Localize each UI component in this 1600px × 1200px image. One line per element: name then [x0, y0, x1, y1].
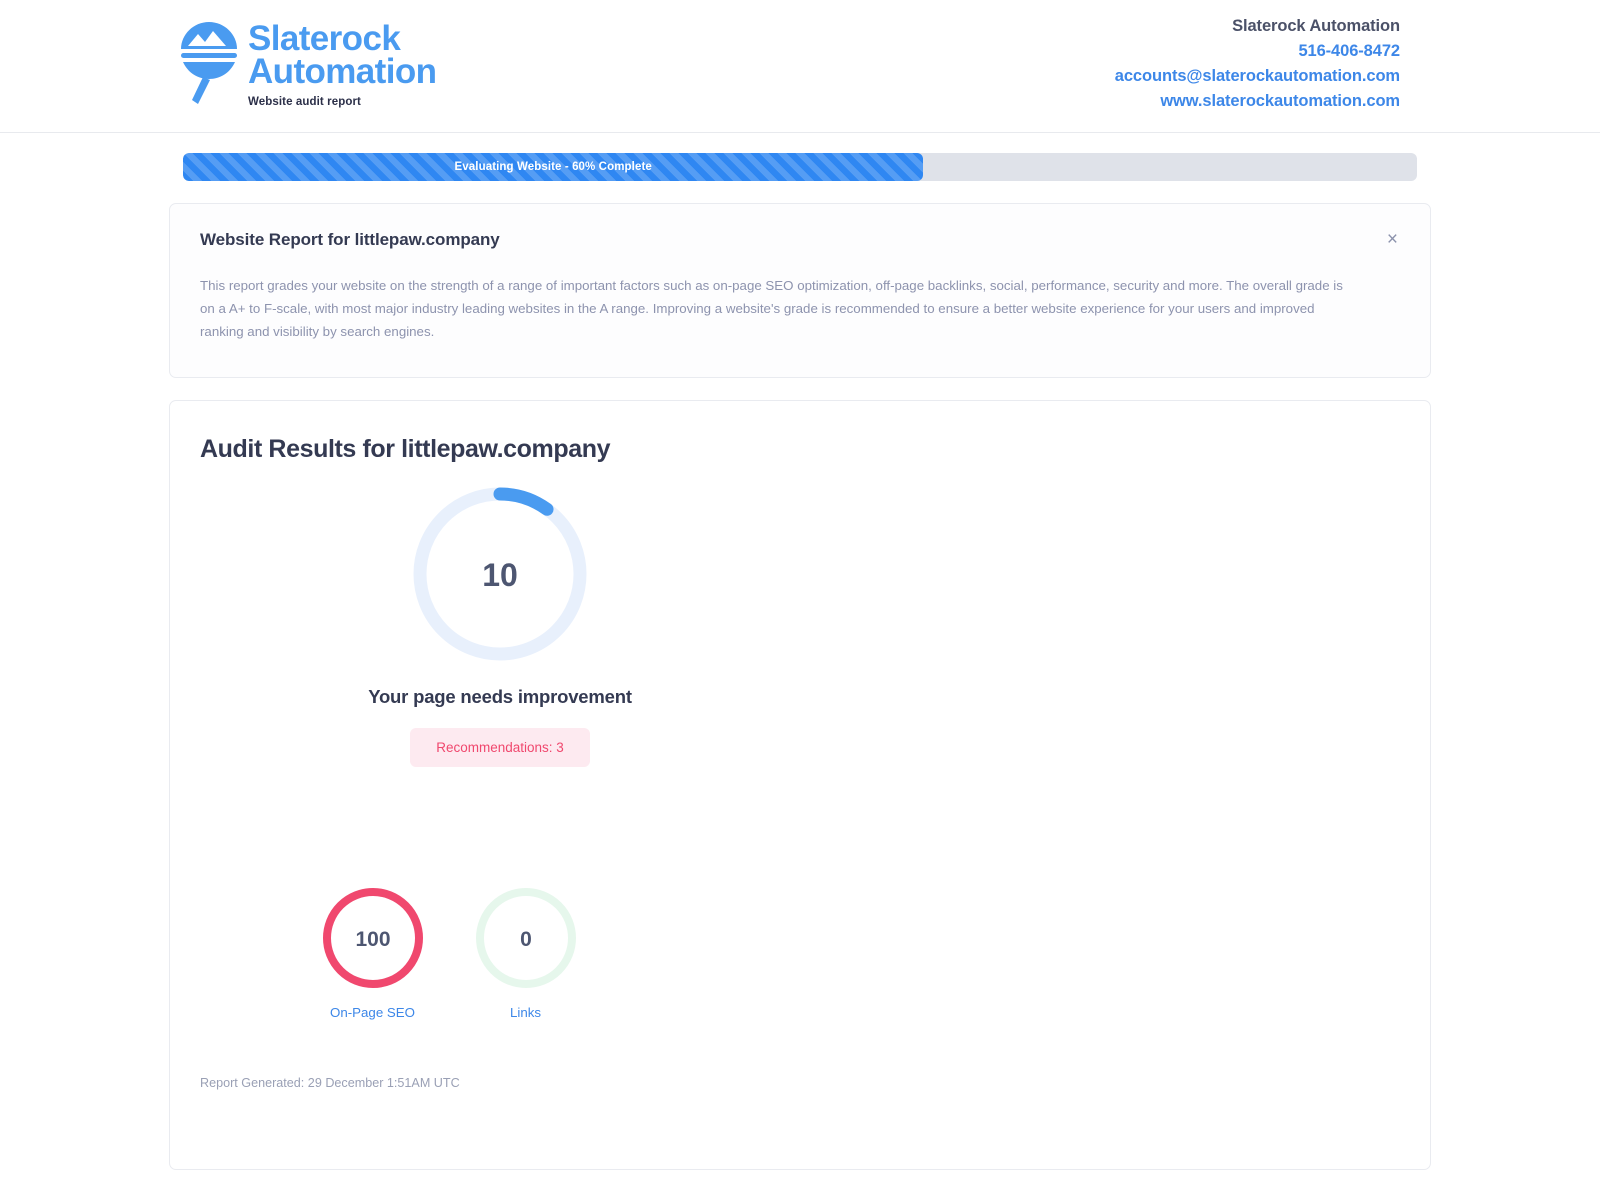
overall-score-gauge: 10 — [413, 487, 587, 661]
contact-website-link[interactable]: www.slaterockautomation.com — [1160, 92, 1400, 110]
audit-results-card: Audit Results for littlepaw.company 10 Y… — [169, 400, 1431, 1170]
recommendations-badge: Recommendations: 3 — [410, 728, 590, 767]
report-generated-timestamp: Report Generated: 29 December 1:51AM UTC — [200, 1076, 460, 1090]
contact-company-name: Slaterock Automation — [1232, 17, 1400, 35]
overall-score-gauge-group: 10 Your page needs improvement Recommend… — [200, 486, 800, 767]
overall-score-value: 10 — [482, 557, 518, 593]
evaluation-progress-fill: Evaluating Website - 60% Complete — [183, 153, 924, 181]
brand-logo[interactable]: Slaterock Automation Website audit repor… — [176, 18, 437, 108]
evaluation-progress-track: Evaluating Website - 60% Complete — [183, 153, 1417, 181]
brand-line-1: Slaterock — [248, 19, 401, 58]
magnifier-mountain-icon — [176, 18, 242, 106]
website-report-title: Website Report for littlepaw.company — [200, 230, 500, 249]
contact-email-link[interactable]: accounts@slaterockautomation.com — [1114, 67, 1400, 85]
links-gauge: 0 — [475, 888, 576, 988]
site-header: Slaterock Automation Website audit repor… — [0, 0, 1600, 133]
on-page-seo-label[interactable]: On-Page SEO — [330, 1005, 415, 1020]
header-contact-block: Slaterock Automation 516-406-8472 accoun… — [1115, 14, 1400, 114]
audit-verdict-text: Your page needs improvement — [368, 686, 632, 707]
on-page-seo-gauge: 100 — [322, 888, 423, 988]
links-value: 0 — [520, 928, 532, 951]
on-page-seo-value: 100 — [355, 928, 390, 951]
website-report-card: Website Report for littlepaw.company × T… — [169, 203, 1431, 378]
metric-links[interactable]: 0 Links — [449, 885, 602, 1020]
links-label[interactable]: Links — [509, 1005, 542, 1020]
brand-line-2: Automation — [248, 52, 437, 92]
close-icon[interactable]: × — [1386, 229, 1398, 250]
evaluation-progress-label: Evaluating Website - 60% Complete — [454, 161, 652, 173]
metric-on-page-seo[interactable]: 100 On-Page SEO — [296, 885, 449, 1020]
website-report-description: This report grades your website on the s… — [200, 278, 1343, 339]
audit-results-title: Audit Results for littlepaw.company — [200, 435, 611, 463]
metric-gauges-row: 100 On-Page SEO 0 Links — [296, 885, 1400, 1020]
contact-phone-link[interactable]: 516-406-8472 — [1298, 42, 1400, 60]
brand-tagline: Website audit report — [248, 95, 361, 108]
